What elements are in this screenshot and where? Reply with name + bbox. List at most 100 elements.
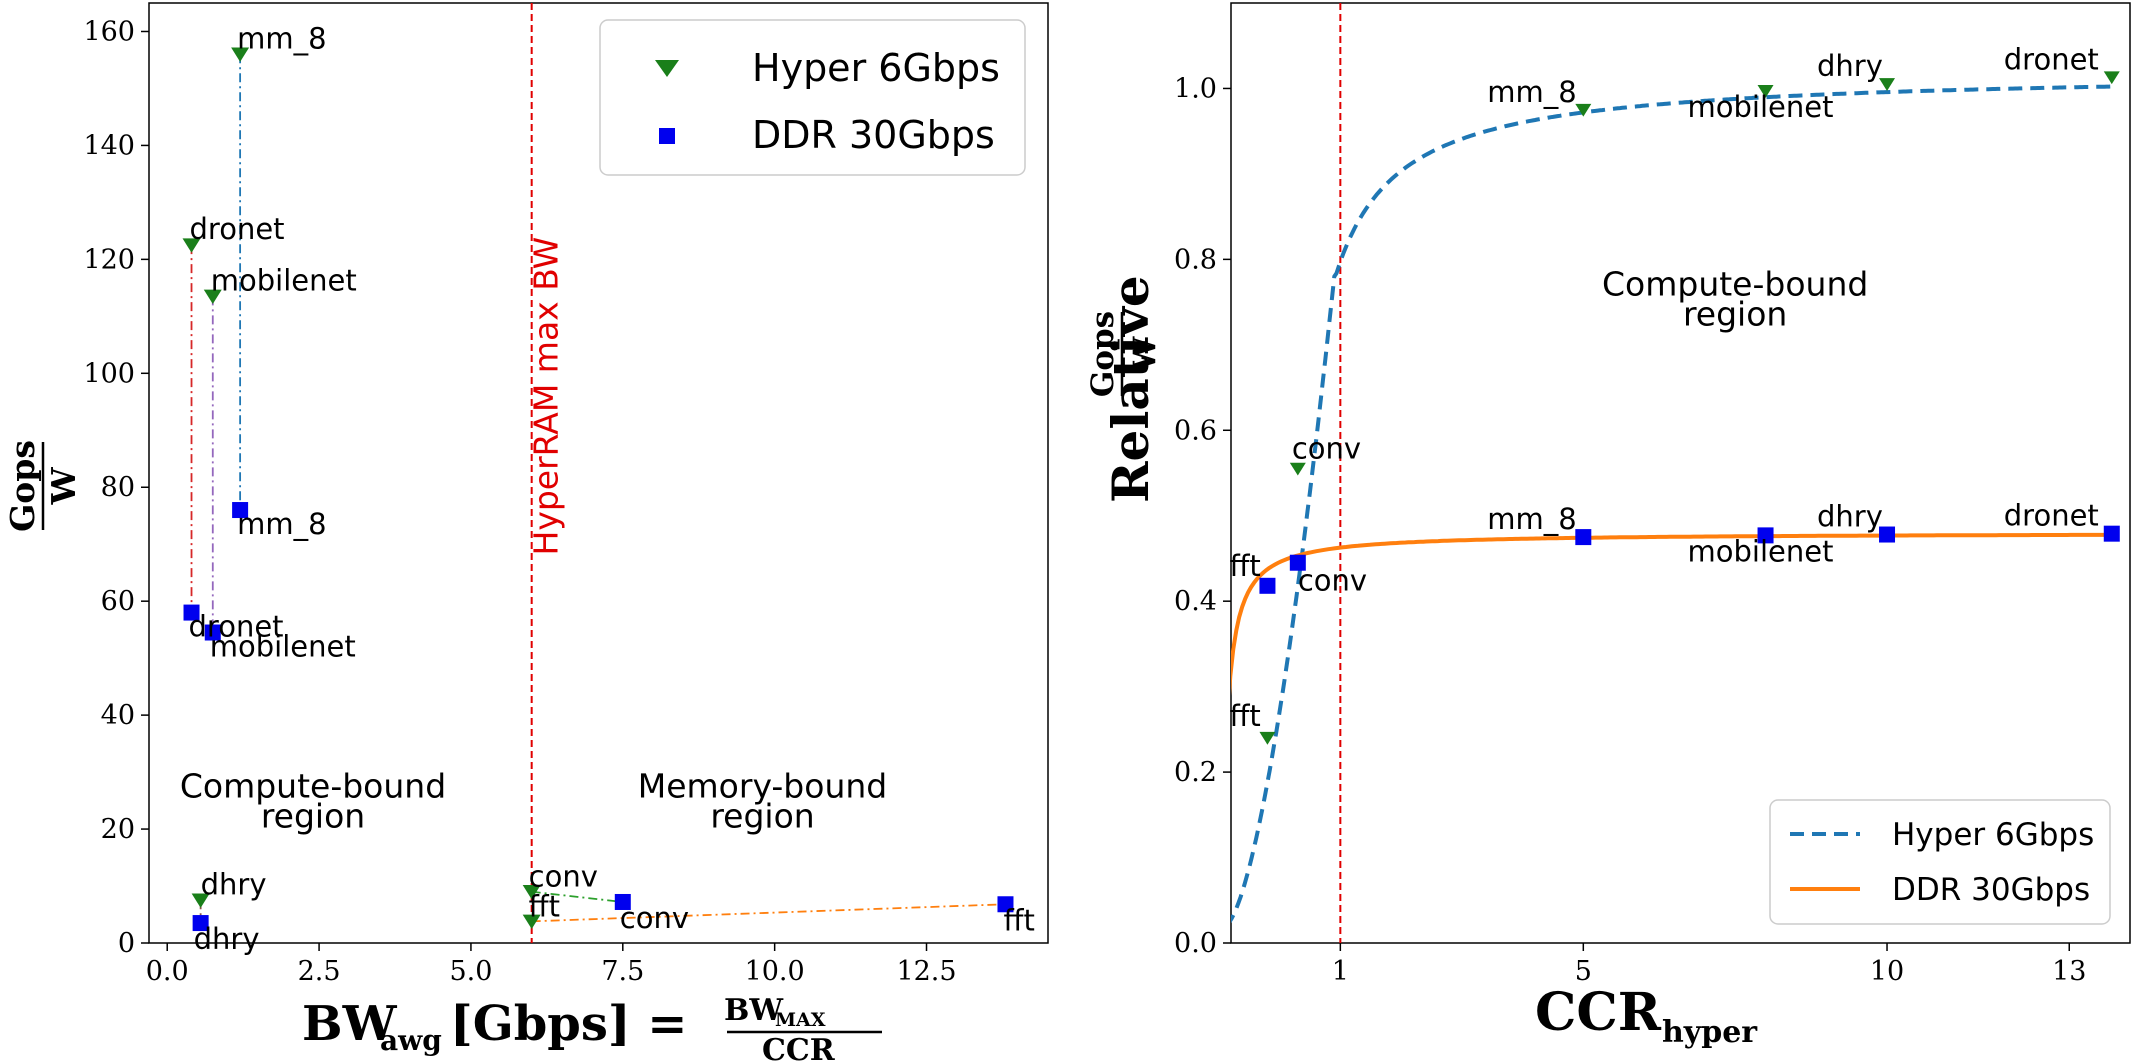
left-hyper-point-mobilenet: [203, 289, 222, 305]
right-ytick-label: 0.8: [1174, 244, 1217, 275]
left-ytick-label: 100: [83, 358, 135, 389]
left-xtick-label: 5.0: [449, 956, 492, 987]
right-markers: [1259, 71, 2120, 745]
right-hyper-label-mobilenet: mobilenet: [1688, 90, 1834, 124]
right-hyper-label-dronet: dronet: [2004, 42, 2099, 76]
left-hyper-point-fft: [522, 914, 541, 930]
left-chart: 0 20 40 60 80 100 120 140 160 0.0 2.5 5.0 7.5 10.0 12…: [3, 2, 1049, 1064]
left-ytick-label: 140: [83, 130, 135, 161]
right-ddr-curve: [1231, 532, 2118, 696]
left-xtick-label: 10.0: [745, 956, 805, 987]
right-xtick-label: 13: [2052, 956, 2086, 987]
right-ylabel-den: W: [1127, 335, 1163, 372]
right-plot-frame: [1230, 2, 2131, 944]
right-x-ticks: 1 5 10 13: [1332, 943, 2086, 987]
right-ddr-point-mm_8: [1575, 529, 1592, 546]
left-ddr-point-mobilenet: [204, 624, 221, 641]
left-ylabel-num: Gops: [3, 440, 42, 532]
left-xtick-label: 2.5: [298, 956, 341, 987]
left-ddr-label-dronet: dronet: [189, 610, 284, 644]
left-plot-frame: [148, 2, 1049, 944]
right-ddr-point-conv: [1289, 554, 1306, 571]
left-x-ticks: 0.0 2.5 5.0 7.5 10.0 12.5: [146, 943, 957, 987]
right-xlabel-main: CCR: [1535, 982, 1662, 1043]
right-ddr-point-dronet: [2103, 525, 2120, 542]
right-hyper-curve: [1231, 84, 2118, 924]
right-hyper-point-dronet: [2103, 71, 2120, 85]
right-xlabel: CCR hyper: [1535, 982, 1758, 1050]
left-xlabel-frac-num-sub: MAX: [775, 1009, 826, 1031]
left-region-memory-line1: Memory-bound: [638, 767, 887, 806]
left-xlabel-sub: awg: [380, 1024, 442, 1057]
left-xtick-label: 12.5: [896, 956, 956, 987]
right-xlabel-sub: hyper: [1662, 1015, 1758, 1050]
right-ddr-label-conv: conv: [1298, 564, 1367, 598]
right-region-compute-line1: Compute-bound: [1602, 264, 1868, 303]
left-region-compute-line2: region: [261, 797, 365, 836]
left-ddr-label-conv: conv: [620, 901, 689, 935]
left-y-ticks: 0 20 40 60 80 100 120 140 160: [83, 16, 149, 959]
left-hyper-label-fft: fft: [529, 889, 560, 923]
left-ddr-label-mm_8: mm_8: [237, 507, 326, 541]
right-ddr-label-fft: fft: [1229, 549, 1260, 583]
right-hyper-point-fft: [1259, 731, 1276, 745]
left-ylabel-den: W: [44, 467, 83, 506]
left-hyper-label-mobilenet: mobilenet: [211, 263, 357, 297]
left-hyper-point-dronet: [182, 238, 201, 253]
left-xtick-label: 7.5: [601, 956, 644, 987]
right-ylabel-num: Gops: [1085, 311, 1121, 397]
left-ylabel: Gops W: [3, 440, 83, 532]
right-ddr-label-mobilenet: mobilenet: [1688, 534, 1834, 568]
left-ytick-label: 160: [83, 16, 135, 47]
left-ytick-label: 40: [101, 700, 135, 731]
right-ylabel-prefix: Relative: [1101, 275, 1160, 503]
left-hyper-point-conv: [522, 884, 541, 900]
left-legend: Hyper 6Gbps DDR 30Gbps: [599, 19, 1026, 176]
right-xtick-label: 5: [1575, 956, 1592, 987]
left-connector-conv: [531, 890, 623, 903]
left-legend-hyper-marker: [655, 60, 679, 77]
right-hyper-point-mobilenet: [1757, 85, 1774, 98]
left-ddr-point-fft: [997, 896, 1014, 913]
right-region-compute-line2: region: [1683, 294, 1787, 333]
right-ytick-label: 0.4: [1174, 586, 1217, 617]
right-hyper-label-conv: conv: [1292, 432, 1361, 466]
right-hyper-point-conv: [1289, 462, 1306, 476]
right-ddr-label-dronet: dronet: [2004, 499, 2099, 533]
left-xlabel-frac-num: BW: [724, 993, 784, 1028]
left-region-compute-line1: Compute-bound: [180, 767, 446, 806]
left-vline-label: HyperRAM max BW: [527, 237, 566, 556]
right-hyper-point-dhry: [1879, 78, 1896, 91]
right-y-ticks: 0.0 0.2 0.4 0.6 0.8 1.0: [1174, 73, 1231, 959]
left-ddr-label-fft: fft: [1003, 903, 1034, 937]
left-regions: Compute-bound region Memory-bound region: [180, 767, 887, 836]
left-ddr-point-conv: [614, 893, 631, 910]
left-legend-box: [599, 19, 1026, 176]
right-ddr-label-mm_8: mm_8: [1487, 502, 1576, 536]
left-ytick-label: 120: [83, 244, 135, 275]
left-hyper-point-dhry: [191, 893, 210, 908]
right-ddr-label-dhry: dhry: [1817, 500, 1883, 534]
left-ytick-label: 60: [101, 586, 135, 617]
right-legend-hyper-label: Hyper 6Gbps: [1892, 817, 2094, 853]
left-ddr-label-dhry: dhry: [194, 922, 260, 956]
left-legend-ddr-marker: [659, 128, 675, 144]
left-ddr-point-dhry: [192, 915, 209, 932]
left-xlabel-frac-den: CCR: [762, 1033, 836, 1064]
right-ytick-label: 0.0: [1174, 928, 1217, 959]
right-xtick-label: 1: [1332, 956, 1349, 987]
left-connector-fft: [531, 903, 1006, 923]
right-hyper-label-mm_8: mm_8: [1487, 75, 1576, 109]
right-ylabel: Relative Gops W: [1085, 275, 1163, 503]
right-hyper-point-mm_8: [1575, 103, 1592, 117]
right-xtick-label: 10: [1870, 956, 1904, 987]
left-ddr-point-dronet: [183, 604, 200, 621]
left-ytick-label: 80: [101, 472, 135, 503]
left-ddr-point-mm_8: [232, 502, 249, 519]
left-hyper-label-mm_8: mm_8: [237, 21, 326, 55]
right-hyper-label-dhry: dhry: [1817, 49, 1883, 83]
left-xlabel-main: BW: [302, 996, 398, 1052]
